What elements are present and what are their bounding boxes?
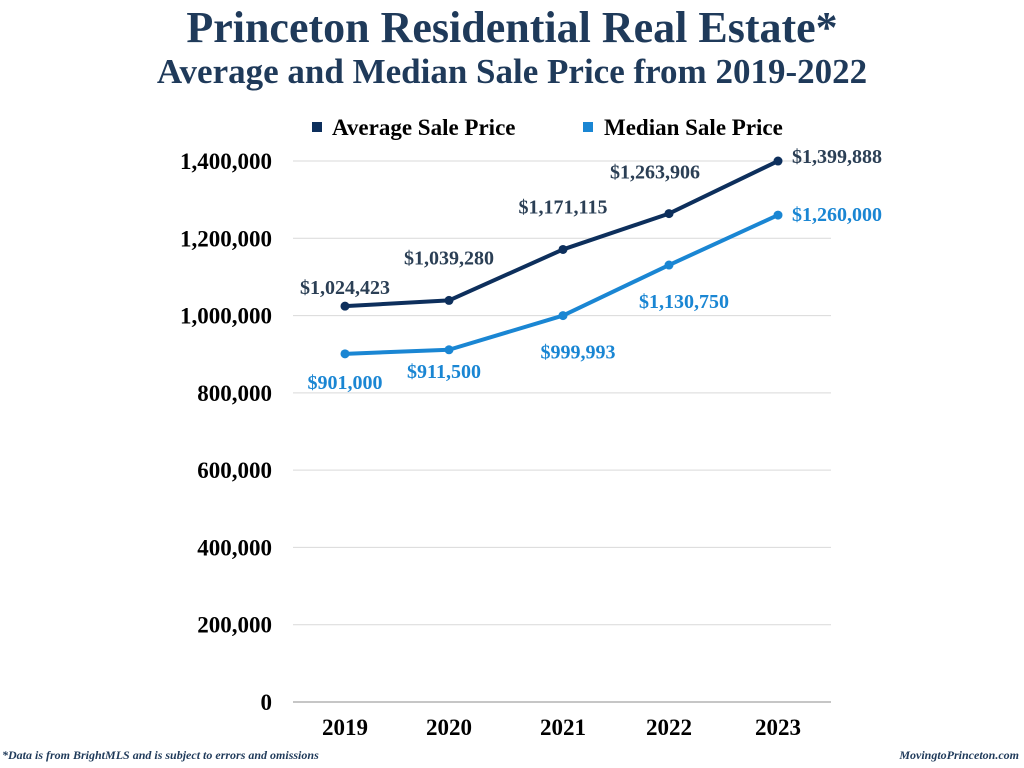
y-tick-label: 800,000	[197, 381, 272, 406]
y-tick-label: 1,000,000	[180, 304, 272, 329]
legend-marker	[312, 122, 322, 132]
data-point	[558, 311, 568, 321]
data-label: $1,260,000	[792, 204, 882, 226]
y-tick-label: 1,200,000	[180, 226, 272, 251]
series-line-average	[344, 159, 779, 309]
data-point	[340, 301, 350, 311]
chart-title: Princeton Residential Real Estate*	[186, 3, 838, 52]
data-label: $1,130,750	[639, 291, 729, 313]
y-tick-label: 0	[261, 690, 273, 715]
y-tick-label: 400,000	[197, 535, 272, 560]
data-label: $1,263,906	[610, 162, 700, 184]
y-tick-label: 200,000	[197, 613, 272, 638]
data-point	[340, 349, 350, 359]
x-tick-label: 2019	[322, 715, 368, 740]
data-point	[664, 260, 674, 270]
legend-label: Average Sale Price	[332, 115, 515, 140]
x-tick-label: 2021	[540, 715, 586, 740]
data-point	[773, 210, 783, 220]
legend-label: Median Sale Price	[604, 115, 783, 140]
site-credit: MovingtoPrinceton.com	[899, 748, 1019, 762]
x-tick-label: 2020	[426, 715, 472, 740]
legend-marker	[583, 122, 593, 132]
data-point	[444, 295, 454, 305]
x-tick-label: 2022	[646, 715, 692, 740]
data-point	[444, 345, 454, 355]
data-point	[558, 244, 568, 254]
data-label: $1,399,888	[792, 146, 882, 168]
y-tick-label: 1,400,000	[180, 149, 272, 174]
data-source-note: *Data is from BrightMLS and is subject t…	[2, 748, 319, 762]
x-tick-label: 2023	[755, 715, 801, 740]
data-point	[664, 209, 674, 219]
data-label: $1,039,280	[404, 247, 494, 269]
series-line-median	[344, 213, 779, 356]
chart-subtitle: Average and Median Sale Price from 2019-…	[156, 52, 868, 91]
data-label: $911,500	[407, 361, 481, 383]
data-label: $999,993	[541, 342, 616, 364]
data-label: $901,000	[308, 372, 383, 394]
data-point	[773, 156, 783, 166]
data-label: $1,171,115	[519, 196, 608, 218]
y-tick-label: 600,000	[197, 458, 272, 483]
data-label: $1,024,423	[300, 277, 390, 299]
